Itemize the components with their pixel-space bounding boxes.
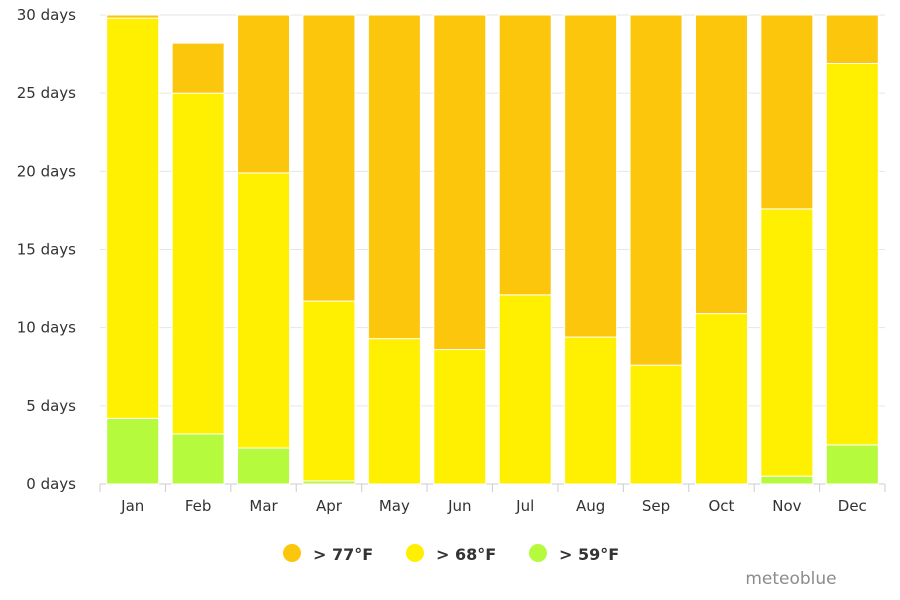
bar-segment[interactable] [564, 336, 618, 485]
y-axis-ticks: 0 days 5 days 10 days 15 days 20 days 25 days… [17, 6, 76, 493]
y-tick-label: 10 days [17, 319, 76, 337]
bar-segment[interactable] [694, 313, 748, 485]
x-tick-label: May [379, 497, 410, 515]
x-tick-label: Sep [642, 497, 670, 515]
bar-segment[interactable] [825, 62, 879, 446]
bar-segment[interactable] [760, 14, 814, 210]
x-tick-label: Feb [185, 497, 212, 515]
y-tick-label: 25 days [17, 84, 76, 102]
bar-segment[interactable] [760, 475, 814, 485]
x-axis-ticks: Jan Feb Mar Apr May Jun Jul Aug Sep Oct Nov Dec [99, 484, 886, 515]
legend[interactable]: > 77°F > 68°F > 59°F [283, 544, 619, 564]
y-tick-label: 0 days [26, 475, 76, 493]
grid-lines [100, 14, 885, 485]
bar-segment[interactable] [825, 444, 879, 485]
y-tick-label: 15 days [17, 241, 76, 259]
y-tick-label: 5 days [26, 397, 76, 415]
legend-label: > 59°F [559, 545, 619, 564]
bar-segment[interactable] [171, 433, 225, 485]
bar-segment[interactable] [629, 364, 683, 485]
x-tick-label: Jul [515, 497, 534, 515]
bar-segment[interactable] [760, 208, 814, 477]
bar-segment[interactable] [302, 14, 356, 302]
x-tick-label: Jan [120, 497, 144, 515]
bar-segment[interactable] [237, 14, 291, 174]
bar-segment[interactable] [498, 294, 552, 485]
y-tick-label: 30 days [17, 6, 76, 24]
bar-segment[interactable] [367, 14, 421, 340]
legend-label: > 68°F [436, 545, 496, 564]
legend-marker [529, 544, 547, 562]
bars [106, 14, 879, 485]
bar-segment[interactable] [106, 14, 160, 19]
bar-segment[interactable] [694, 14, 748, 315]
x-tick-label: Oct [708, 497, 734, 515]
bar-segment[interactable] [106, 417, 160, 485]
x-tick-label: Jun [447, 497, 471, 515]
bar-segment[interactable] [237, 172, 291, 449]
bar-segment[interactable] [171, 42, 225, 94]
bar-segment[interactable] [106, 17, 160, 419]
x-tick-label: Mar [249, 497, 278, 515]
bar-segment[interactable] [825, 14, 879, 64]
bar-segment[interactable] [433, 349, 487, 485]
bar-segment[interactable] [171, 92, 225, 435]
x-tick-label: Apr [316, 497, 343, 515]
bar-segment[interactable] [367, 338, 421, 485]
bar-segment[interactable] [302, 300, 356, 482]
x-tick-label: Dec [838, 497, 867, 515]
legend-label: > 77°F [313, 545, 373, 564]
credit-label[interactable]: meteoblue [745, 569, 836, 589]
legend-item[interactable]: > 77°F [283, 544, 373, 564]
legend-marker [283, 544, 301, 562]
bar-segment[interactable] [237, 447, 291, 485]
y-tick-label: 20 days [17, 162, 76, 180]
legend-item[interactable]: > 59°F [529, 544, 619, 564]
bar-segment[interactable] [564, 14, 618, 338]
bar-segment[interactable] [498, 14, 552, 296]
legend-item[interactable]: > 68°F [406, 544, 496, 564]
legend-marker [406, 544, 424, 562]
bar-segment[interactable] [629, 14, 683, 366]
x-tick-label: Nov [772, 497, 801, 515]
bar-segment[interactable] [433, 14, 487, 351]
x-tick-label: Aug [576, 497, 605, 515]
